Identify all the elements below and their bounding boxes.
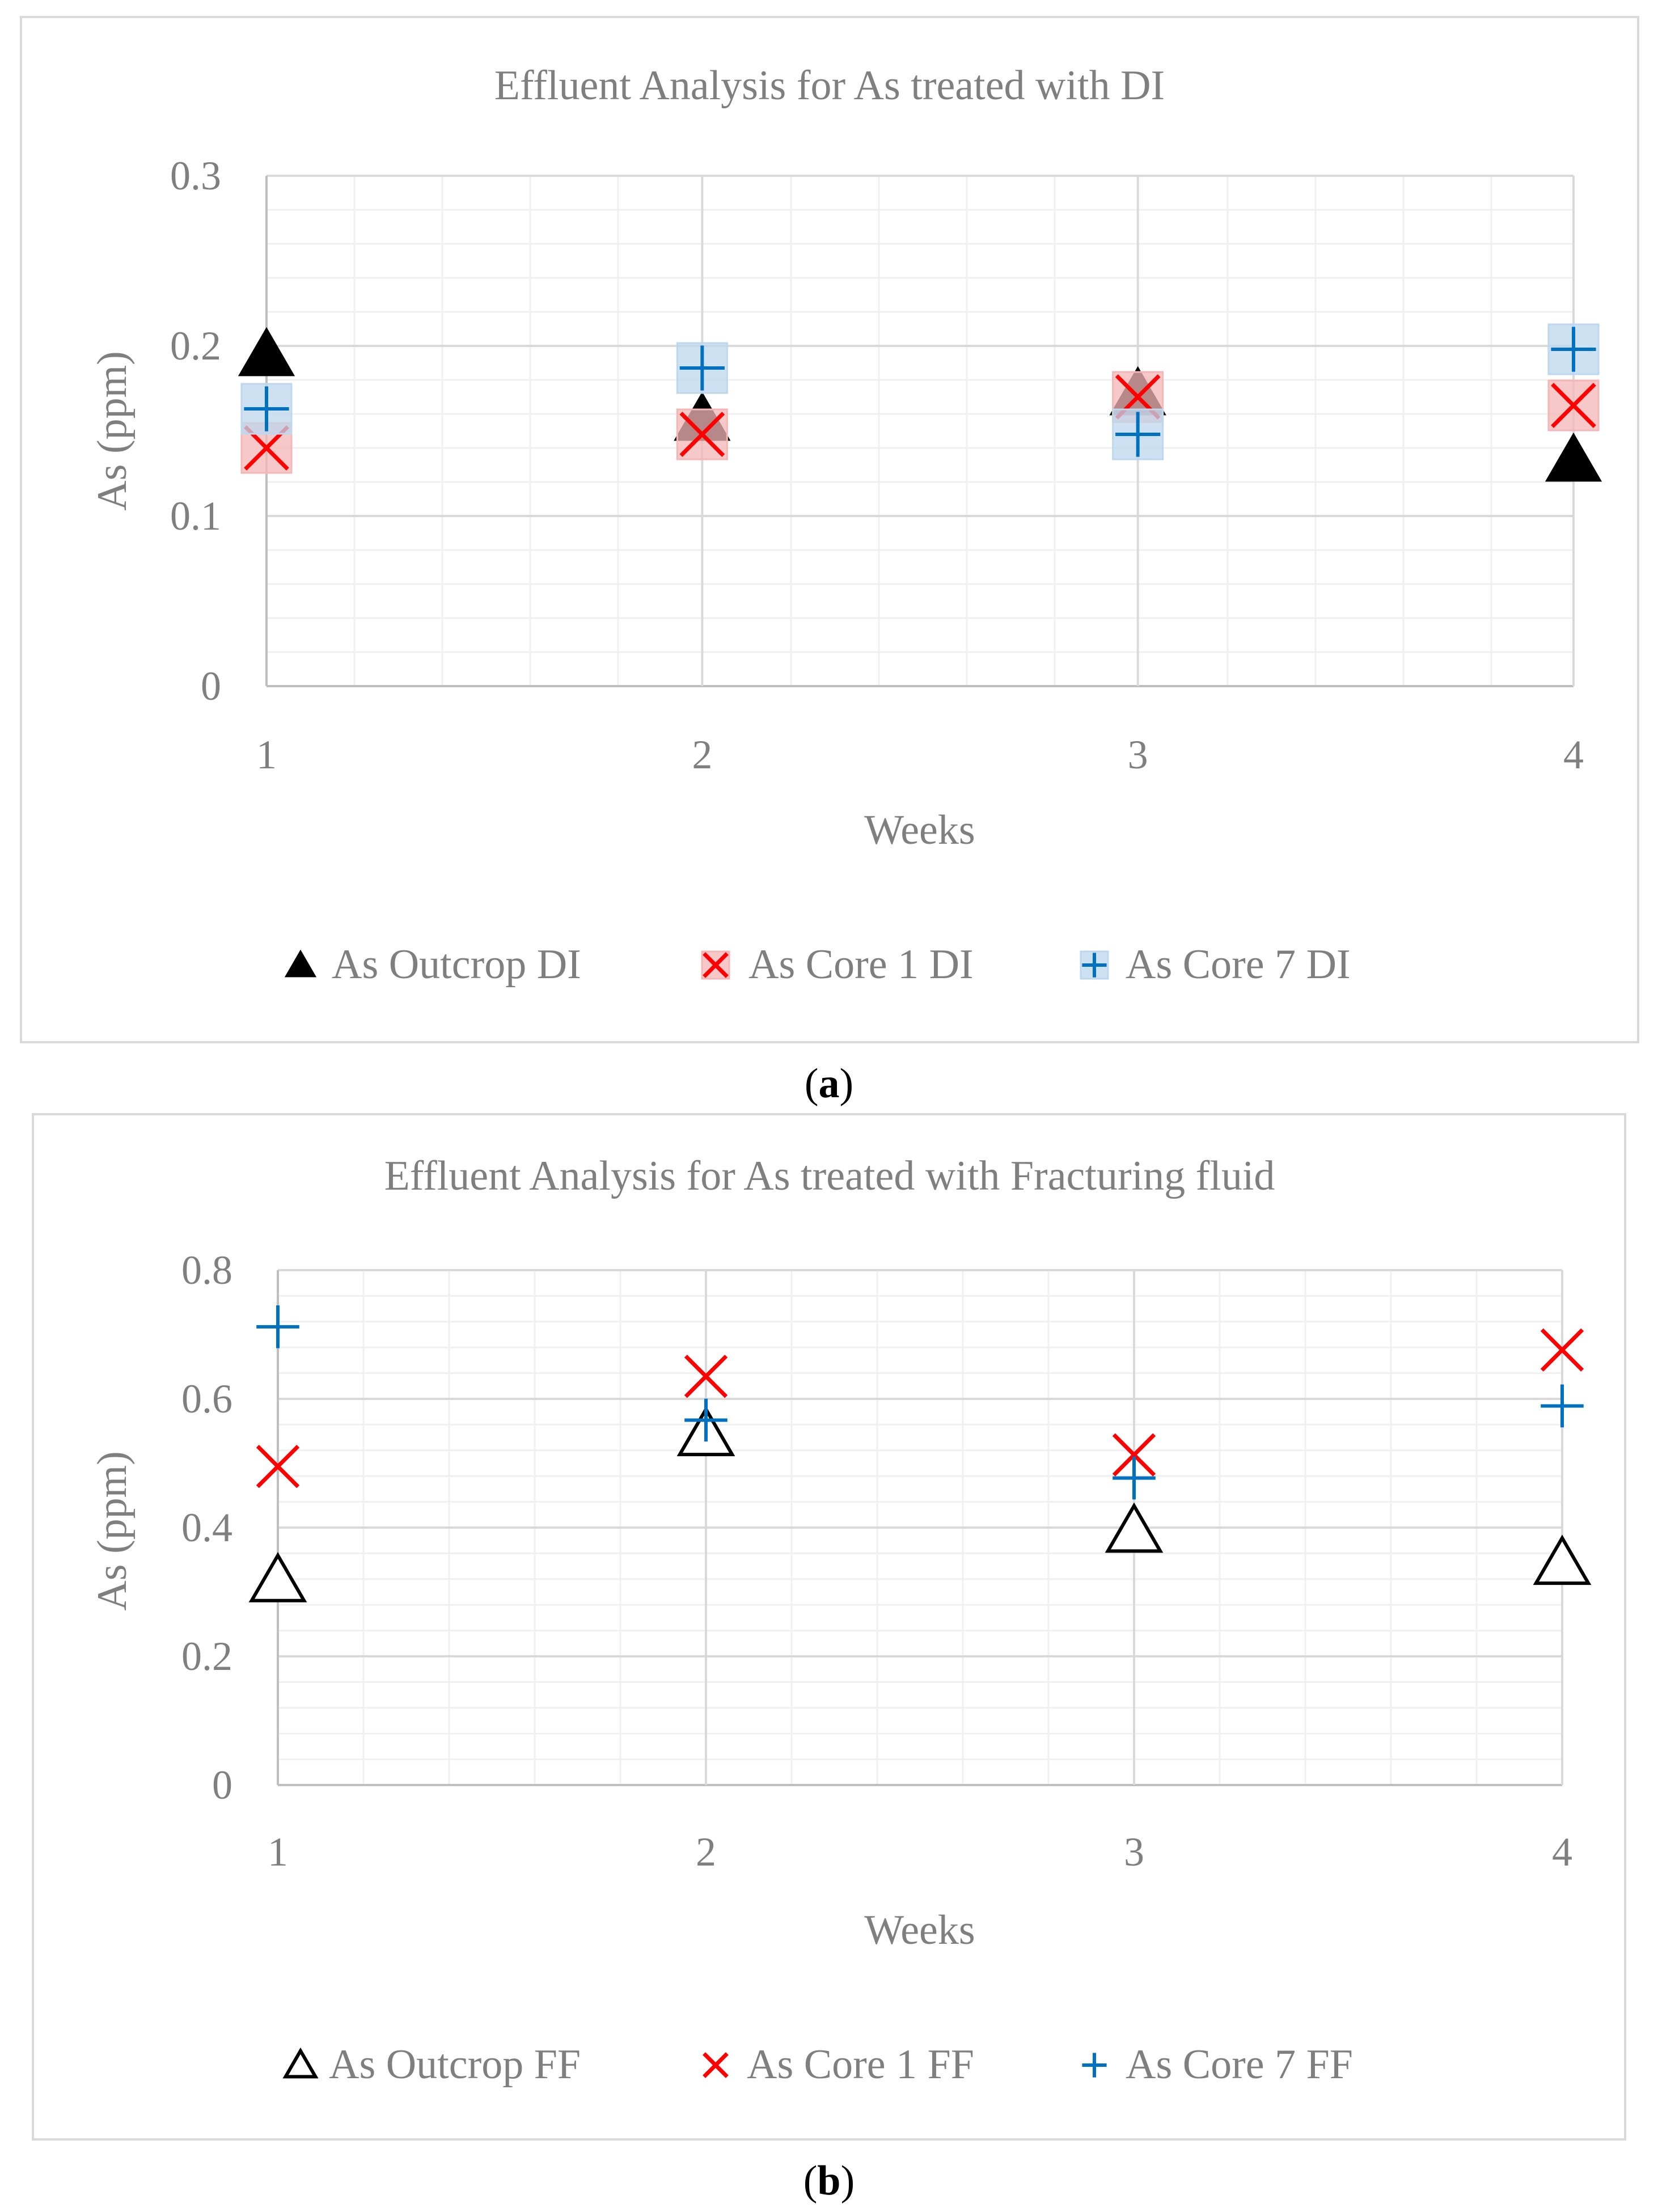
y-tick-label: 0.6: [181, 1376, 232, 1422]
x-tick-label: 4: [1563, 732, 1584, 777]
x-tick-label: 3: [1124, 1829, 1144, 1875]
caption-a: (a): [805, 1060, 853, 1107]
legend-label-as-core-7-di: As Core 7 DI: [1126, 941, 1351, 988]
legend-marker-plus: [1082, 2053, 1107, 2078]
data-point-as-core-1-ff: [256, 1445, 300, 1488]
chart-a-legend: As Outcrop DI As Core 1 DI As Core 7 DI: [284, 941, 1351, 988]
y-tick-label: 0.1: [170, 493, 221, 539]
chart-b-data-points: [248, 1305, 1592, 1602]
data-point-as-core-7-ff: [684, 1398, 728, 1442]
legend-marker-x-boxed: [701, 950, 730, 980]
y-tick-label: 0.4: [181, 1505, 232, 1550]
data-point-as-core-7-ff: [1541, 1384, 1584, 1428]
legend-marker-shape: [1082, 2053, 1107, 2078]
legend-marker-plus-boxed: [1080, 950, 1109, 980]
legend-label-as-core-7-ff: As Core 7 FF: [1126, 2041, 1353, 2088]
x-tick-label: 2: [696, 1829, 716, 1875]
chart-a-title: Effluent Analysis for As treated with DI: [494, 62, 1165, 109]
data-point-as-core-7-di: [676, 342, 728, 394]
legend-marker-shape: [284, 949, 317, 978]
legend-marker-triangle-open: [282, 2047, 319, 2079]
chart-b-legend: As Outcrop FF As Core 1 FF As Core 7 FF: [282, 2041, 1353, 2088]
legend-marker-shape: [282, 2047, 319, 2079]
data-point-as-core-7-di: [1112, 408, 1164, 460]
data-point-as-core-7-di: [240, 383, 293, 435]
data-point-as-core-1-ff: [1112, 1433, 1156, 1477]
y-tick-label: 0.2: [181, 1634, 232, 1679]
data-point-as-outcrop-di: [238, 327, 295, 377]
legend-label-as-core-1-di: As Core 1 DI: [748, 941, 974, 988]
chart-a-frame: [20, 16, 1639, 1043]
x-tick-label: 2: [692, 732, 712, 777]
x-tick-label: 1: [256, 732, 277, 777]
chart-b-frame: [32, 1113, 1626, 2141]
data-point-as-core-1-ff: [1540, 1328, 1584, 1372]
legend-item-as-outcrop-ff: As Outcrop FF: [282, 2041, 581, 2088]
y-tick-label: 0: [201, 663, 221, 709]
chart-a-y-axis-title: As (ppm): [89, 351, 136, 511]
legend-label-as-outcrop-ff: As Outcrop FF: [329, 2041, 581, 2088]
data-point-as-core-1-di: [1547, 379, 1600, 432]
legend-item-as-core-1-ff: As Core 1 FF: [703, 2041, 974, 2088]
chart-b-y-axis-title: As (ppm): [89, 1451, 136, 1611]
data-point-as-core-7-ff: [256, 1305, 299, 1348]
data-point-as-core-7-ff: [1113, 1456, 1156, 1500]
chart-a-x-tick-labels: 1 2 3 4: [256, 732, 1584, 777]
chart-b-x-axis-title: Weeks: [864, 1907, 975, 1953]
data-point-as-core-7-di: [1547, 323, 1600, 375]
x-tick-label: 3: [1128, 732, 1148, 777]
chart-a-data-points: [238, 323, 1602, 482]
legend-marker-shape: [703, 2052, 729, 2078]
data-point-as-outcrop-di: [1545, 432, 1602, 482]
y-tick-label: 0: [212, 1762, 232, 1808]
chart-a: Effluent Analysis for As treated with DI…: [20, 16, 1639, 1043]
data-point-as-outcrop-ff: [1105, 1502, 1164, 1553]
data-point-as-outcrop-ff: [248, 1551, 307, 1602]
legend-item-as-core-1-di: As Core 1 DI: [701, 941, 974, 988]
y-tick-label: 0.2: [170, 323, 221, 369]
y-tick-label: 0.3: [170, 153, 221, 198]
legend-marker-x: [703, 2052, 729, 2078]
chart-b-x-tick-labels: 1 2 3 4: [268, 1829, 1572, 1875]
chart-b: Effluent Analysis for As treated with Fr…: [32, 1113, 1626, 2141]
data-point-as-core-1-ff: [684, 1355, 728, 1398]
legend-label-as-outcrop-di: As Outcrop DI: [332, 941, 581, 988]
chart-b-title: Effluent Analysis for As treated with Fr…: [384, 1153, 1275, 1199]
legend-item-as-core-7-di: As Core 7 DI: [1080, 941, 1351, 988]
y-tick-label: 0.8: [181, 1247, 232, 1293]
chart-b-y-tick-labels: 0 0.2 0.4 0.6 0.8: [181, 1247, 232, 1808]
legend-item-as-outcrop-di: As Outcrop DI: [284, 941, 581, 988]
data-point-as-outcrop-ff: [1533, 1534, 1592, 1585]
legend-marker-triangle-filled: [284, 949, 317, 978]
legend-label-as-core-1-ff: As Core 1 FF: [747, 2041, 974, 2088]
legend-marker-shape: [1080, 950, 1109, 980]
legend-item-as-core-7-ff: As Core 7 FF: [1082, 2041, 1353, 2088]
caption-b: (b): [803, 2158, 855, 2204]
chart-a-x-axis-title: Weeks: [864, 807, 975, 853]
chart-b-gridlines: [277, 1269, 1563, 1786]
chart-a-gridlines: [265, 175, 1575, 687]
chart-a-y-tick-labels: 0 0.1 0.2 0.3: [170, 153, 221, 709]
x-tick-label: 1: [268, 1829, 288, 1875]
x-tick-label: 4: [1552, 1829, 1572, 1875]
data-point-as-core-1-di: [676, 408, 728, 460]
legend-marker-shape: [701, 950, 730, 980]
